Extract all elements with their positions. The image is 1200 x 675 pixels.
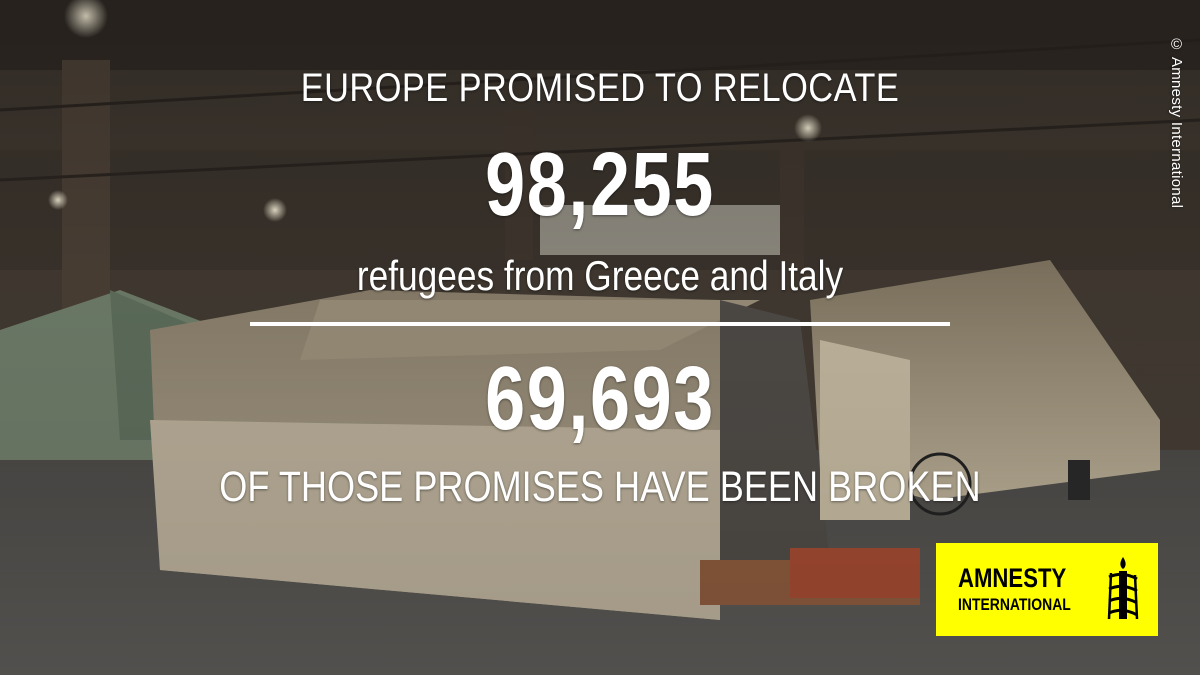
broken-count: 69,693 xyxy=(485,349,715,449)
amnesty-logo: AMNESTY INTERNATIONAL xyxy=(936,543,1158,636)
logo-line-1: AMNESTY xyxy=(958,563,1067,593)
candle-in-barbed-wire-icon xyxy=(1107,557,1139,620)
headline: EUROPE PROMISED TO RELOCATE xyxy=(300,66,900,110)
subheadline: refugees from Greece and Italy xyxy=(356,252,844,299)
photo-credit: © Amnesty International xyxy=(1168,36,1185,209)
divider xyxy=(250,322,950,326)
footer-line: OF THOSE PROMISES HAVE BEEN BROKEN xyxy=(219,463,981,511)
promised-count: 98,255 xyxy=(485,135,715,235)
logo-line-2: INTERNATIONAL xyxy=(958,595,1071,614)
